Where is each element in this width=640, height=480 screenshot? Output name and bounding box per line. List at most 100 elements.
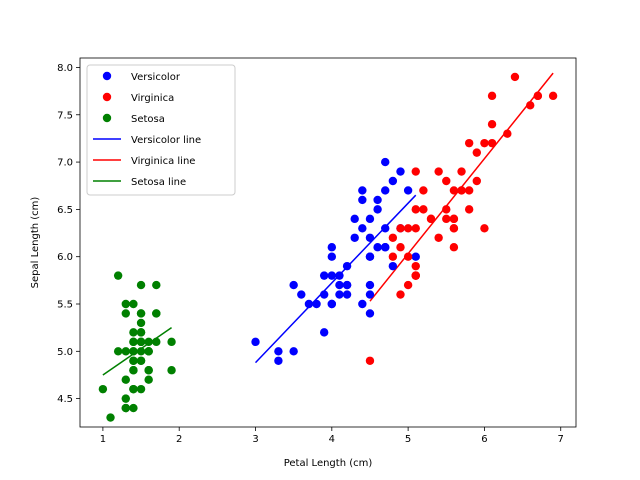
- point-setosa: [136, 328, 146, 337]
- x-axis-label: Petal Length (cm): [284, 458, 373, 469]
- point-versicolor: [365, 309, 375, 318]
- point-versicolor: [289, 280, 298, 290]
- point-virginica: [403, 252, 413, 261]
- point-virginica: [396, 224, 405, 233]
- x-axis-ticks: 1 2 3 4 5 6 7: [100, 427, 564, 445]
- point-virginica: [411, 224, 420, 233]
- point-versicolor: [342, 290, 352, 299]
- point-versicolor: [251, 337, 260, 347]
- point-versicolor: [358, 186, 367, 195]
- point-setosa: [129, 356, 138, 365]
- y-tick-label: 5.0: [57, 347, 73, 358]
- x-tick-label: 1: [100, 434, 106, 445]
- point-virginica: [449, 186, 459, 195]
- point-virginica: [411, 205, 420, 214]
- point-setosa: [98, 384, 108, 394]
- point-versicolor: [358, 299, 367, 309]
- point-virginica: [419, 186, 428, 195]
- point-versicolor: [381, 157, 390, 167]
- point-setosa: [152, 309, 161, 318]
- point-virginica: [388, 233, 398, 242]
- point-versicolor: [365, 290, 375, 299]
- legend-box: [86, 64, 236, 196]
- point-setosa: [121, 403, 130, 413]
- plot-area-frame: [79, 57, 577, 428]
- point-versicolor: [274, 347, 283, 356]
- point-virginica: [526, 101, 535, 110]
- point-setosa: [144, 375, 153, 384]
- point-virginica: [548, 91, 558, 101]
- point-versicolor: [327, 252, 337, 261]
- x-tick-label: 5: [405, 434, 411, 445]
- point-versicolor: [304, 299, 314, 309]
- point-versicolor: [373, 205, 382, 214]
- point-virginica: [487, 138, 497, 148]
- point-setosa: [167, 366, 176, 375]
- point-setosa: [121, 375, 130, 384]
- legend: Versicolor Virginica Setosa Versicolor line…: [86, 64, 236, 196]
- point-virginica: [434, 167, 443, 176]
- point-setosa: [144, 337, 153, 347]
- point-virginica: [472, 176, 481, 186]
- point-virginica: [396, 243, 405, 252]
- x-tick-label: 6: [481, 434, 487, 445]
- point-versicolor: [381, 243, 390, 252]
- point-setosa: [121, 309, 130, 318]
- point-versicolor: [312, 299, 321, 309]
- point-virginica: [449, 243, 459, 252]
- point-setosa: [136, 356, 146, 365]
- point-versicolor: [373, 195, 382, 205]
- point-setosa: [129, 366, 138, 375]
- point-setosa: [129, 328, 138, 337]
- point-setosa: [129, 299, 138, 309]
- point-versicolor: [358, 195, 367, 205]
- regression-line-versicolor-line: [254, 194, 417, 364]
- point-versicolor: [350, 214, 359, 224]
- point-versicolor: [373, 243, 382, 252]
- point-virginica: [533, 91, 543, 101]
- legend-label: Setosa: [131, 114, 165, 125]
- legend-label: Setosa line: [131, 177, 186, 188]
- point-versicolor: [388, 261, 398, 271]
- point-versicolor: [381, 224, 390, 233]
- point-virginica: [472, 148, 481, 157]
- x-tick-label: 2: [176, 434, 182, 445]
- point-setosa: [144, 347, 153, 356]
- point-versicolor: [319, 328, 329, 337]
- point-virginica: [403, 280, 413, 290]
- point-setosa: [136, 384, 146, 394]
- point-versicolor: [335, 290, 344, 299]
- point-virginica: [403, 224, 413, 233]
- x-tick-label: 7: [558, 434, 564, 445]
- point-versicolor: [319, 271, 329, 280]
- point-virginica: [464, 138, 474, 148]
- point-versicolor: [358, 224, 367, 233]
- point-virginica: [487, 91, 497, 101]
- y-tick-label: 6.0: [57, 252, 73, 263]
- point-virginica: [457, 167, 466, 176]
- point-versicolor: [403, 186, 413, 195]
- point-setosa: [106, 413, 115, 422]
- point-versicolor: [274, 356, 283, 365]
- y-axis-ticks: 4.5 5.0 5.5 6.0 6.5 7.0 7.5 8.0: [57, 63, 80, 405]
- point-virginica: [442, 214, 451, 224]
- point-virginica: [449, 224, 459, 233]
- point-virginica: [457, 186, 466, 195]
- point-setosa: [129, 403, 138, 413]
- x-tick-label: 4: [329, 434, 335, 445]
- point-versicolor: [289, 347, 298, 356]
- point-setosa: [167, 337, 176, 347]
- legend-label: Virginica line: [131, 156, 195, 167]
- y-axis-label: Sepal Length (cm): [30, 197, 41, 289]
- point-virginica: [442, 176, 451, 186]
- point-versicolor: [335, 271, 344, 280]
- point-setosa: [136, 280, 146, 290]
- point-setosa: [113, 347, 123, 356]
- point-versicolor: [342, 261, 352, 271]
- point-virginica: [480, 224, 489, 233]
- legend-marker-virginica: [102, 92, 112, 102]
- point-setosa: [136, 309, 146, 318]
- point-virginica: [434, 233, 443, 242]
- point-versicolor: [327, 243, 337, 252]
